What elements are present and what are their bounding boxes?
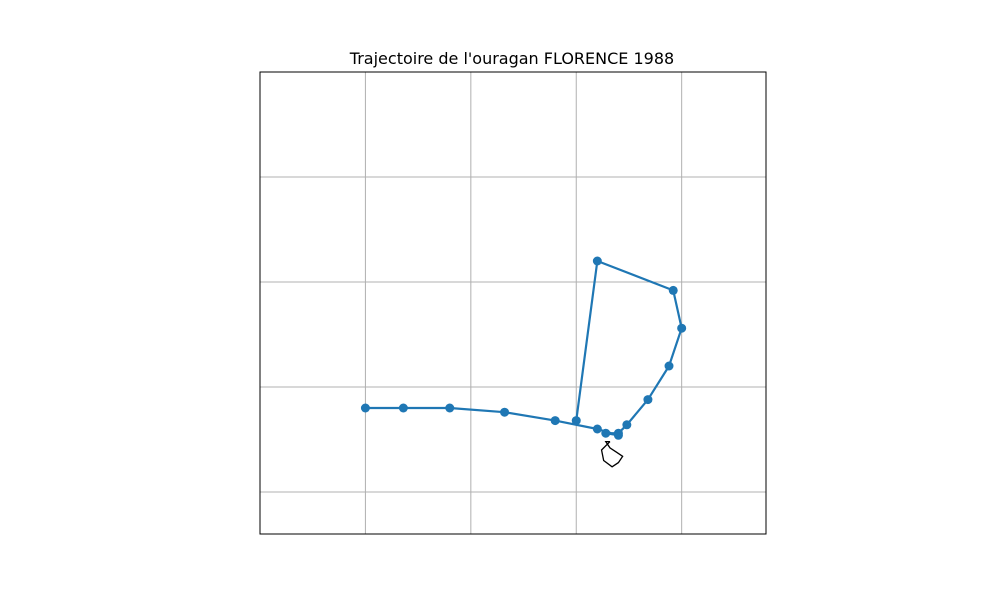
- track-point-3: [500, 407, 510, 417]
- track-point-4: [550, 416, 560, 426]
- track-point-1: [398, 403, 408, 413]
- track-point-0: [360, 403, 370, 413]
- track-point-9: [622, 420, 632, 430]
- plot-area: [259, 71, 767, 535]
- track-point-12: [677, 323, 687, 333]
- grid: [260, 72, 766, 534]
- track-point-11: [664, 361, 674, 371]
- track-point-5: [592, 424, 602, 434]
- axes-frame: [259, 71, 767, 535]
- track-line-0: [364, 259, 683, 437]
- track-point-13: [668, 285, 678, 295]
- coastline-path: [600, 440, 624, 468]
- track-point-2: [445, 403, 455, 413]
- track-point-10: [643, 395, 653, 405]
- coastline: [600, 440, 624, 468]
- hurricane-track: [360, 256, 687, 440]
- track-point-15: [571, 416, 581, 426]
- track-point-14: [592, 256, 602, 266]
- track-point-8: [613, 428, 623, 438]
- chart-title: Trajectoire de l'ouragan FLORENCE 1988: [349, 49, 674, 68]
- track-point-7: [601, 428, 611, 438]
